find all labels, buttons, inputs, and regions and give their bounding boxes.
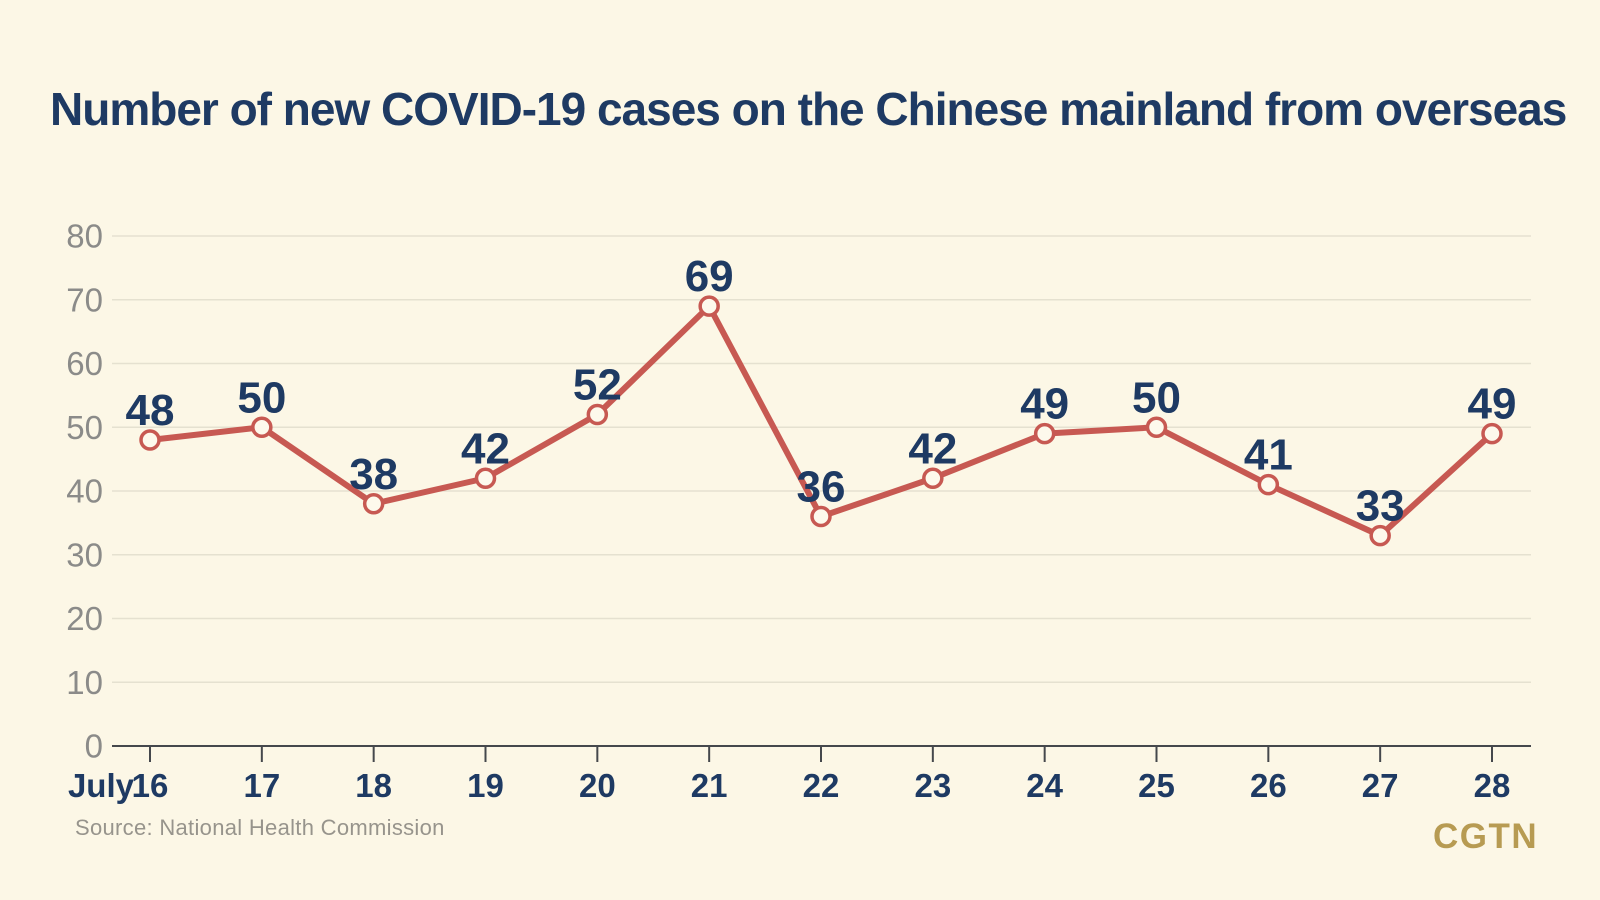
x-axis-label: 25 [1138,767,1175,804]
data-point-marker [586,403,609,426]
y-axis-label: 40 [66,473,103,510]
data-point-marker [922,467,944,489]
data-point-label: 48 [126,386,175,435]
data-point-label: 49 [1020,380,1069,429]
y-axis-label: 0 [85,728,103,765]
x-axis-label: 20 [579,767,616,804]
x-axis-label: 26 [1250,767,1287,804]
data-point-marker [1257,473,1280,496]
data-point-label: 36 [797,463,846,512]
x-axis-label: 19 [467,767,504,804]
data-point-marker [251,416,273,438]
x-axis-label: 27 [1362,767,1399,804]
data-point-marker [362,493,385,515]
cgtn-logo: CGTN [1433,817,1539,856]
data-point-label: 69 [685,252,734,301]
x-axis-label: 22 [803,767,840,804]
data-point-label: 42 [461,424,510,473]
y-axis-label: 30 [66,536,103,573]
data-point-label: 50 [237,373,286,422]
data-point-marker [1481,422,1503,445]
data-point-label: 52 [573,361,622,410]
data-point-label: 49 [1468,380,1517,429]
data-point-label: 33 [1356,482,1405,531]
source-note: Source: National Health Commission [75,815,445,840]
x-axis-label: 24 [1026,767,1063,804]
y-axis-label: 50 [66,409,103,446]
x-axis-label: 18 [355,767,392,804]
data-point-marker [810,505,832,528]
data-point-marker [1369,524,1391,547]
x-axis-month-label: July [68,767,135,804]
y-axis-label: 60 [66,345,103,382]
data-point-label: 42 [908,424,957,473]
x-axis-label: 23 [914,767,951,804]
x-axis-label: 21 [691,767,728,804]
data-point-label: 50 [1132,373,1181,422]
chart-title: Number of new COVID-19 cases on the Chin… [50,83,1567,135]
data-point-label: 41 [1244,431,1293,480]
x-axis-label: 17 [243,767,280,804]
y-axis-label: 20 [66,600,103,637]
y-axis-label: 70 [66,281,103,318]
y-axis-label: 80 [66,218,103,255]
data-point-marker [474,467,497,489]
data-point-marker [1145,416,1168,438]
data-point-marker [1033,422,1056,445]
data-point-marker [139,429,161,451]
data-point-label: 38 [349,450,398,499]
x-axis-label: 16 [132,767,169,804]
x-axis-label: 28 [1474,767,1511,804]
data-point-marker [698,295,720,317]
y-axis-label: 10 [66,664,103,701]
